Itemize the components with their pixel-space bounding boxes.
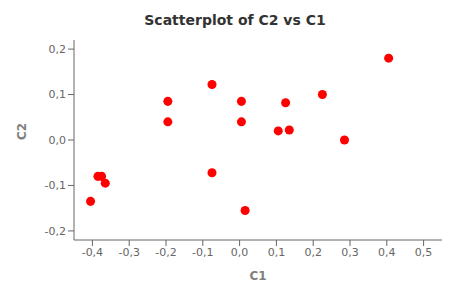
svg-text:0,3: 0,3 <box>341 246 359 259</box>
svg-text:0,0: 0,0 <box>49 134 67 147</box>
svg-text:-0,1: -0,1 <box>192 246 213 259</box>
svg-text:0,4: 0,4 <box>378 246 396 259</box>
svg-text:-0,3: -0,3 <box>118 246 139 259</box>
svg-text:0,0: 0,0 <box>231 246 249 259</box>
svg-text:-0,4: -0,4 <box>82 246 103 259</box>
svg-text:-0,2: -0,2 <box>45 225 66 238</box>
svg-text:0,1: 0,1 <box>268 246 286 259</box>
svg-text:0,2: 0,2 <box>49 43 67 56</box>
svg-text:0,1: 0,1 <box>49 88 67 101</box>
html-text:Scatterplot of C2 vs C1: Scatterplot of C2 vs C1 <box>144 12 326 28</box>
svg-text:C1: C1 <box>249 269 266 283</box>
svg-text:-0,1: -0,1 <box>45 179 66 192</box>
svg-text:0,2: 0,2 <box>304 246 322 259</box>
svg-text:-0,2: -0,2 <box>155 246 176 259</box>
svg-text:0,5: 0,5 <box>415 246 433 259</box>
svg-text:C2: C2 <box>15 123 29 140</box>
